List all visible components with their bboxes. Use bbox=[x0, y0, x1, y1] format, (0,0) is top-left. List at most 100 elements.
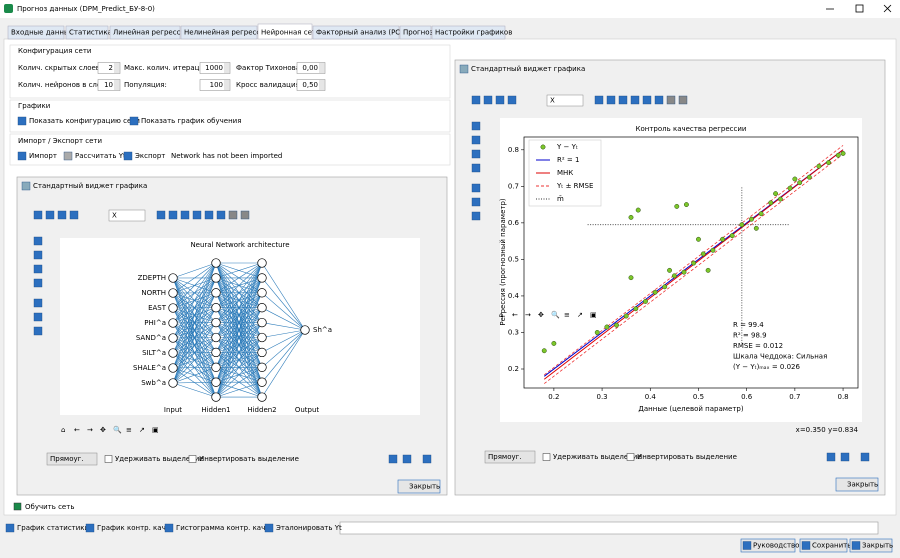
button-label[interactable]: Показать конфигурацию сети bbox=[29, 117, 140, 125]
mpl-tool[interactable]: ▣ bbox=[152, 426, 159, 434]
tab[interactable] bbox=[180, 25, 258, 40]
nn-node bbox=[168, 273, 178, 283]
text-input[interactable] bbox=[339, 521, 879, 535]
tab[interactable] bbox=[312, 25, 400, 40]
mpl-tool[interactable]: ↗ bbox=[139, 426, 145, 434]
spin-arrows[interactable] bbox=[224, 63, 230, 73]
nn-edge bbox=[261, 277, 306, 331]
icon bbox=[654, 95, 664, 105]
icon bbox=[33, 236, 43, 246]
mpl-tool[interactable]: ✥ bbox=[100, 426, 106, 434]
spinbox[interactable] bbox=[296, 62, 326, 74]
spin-arrows[interactable] bbox=[114, 63, 120, 73]
nn-node bbox=[300, 325, 310, 335]
button-label[interactable]: Гистограмма контр. кач. bbox=[176, 524, 267, 532]
close-button[interactable] bbox=[397, 479, 441, 494]
mode-combo[interactable] bbox=[484, 450, 536, 464]
nn-edge bbox=[172, 262, 217, 309]
nn-node bbox=[211, 258, 221, 268]
nn-edge bbox=[261, 329, 306, 398]
x-tick-label: 0.7 bbox=[789, 393, 800, 401]
action-button[interactable] bbox=[799, 538, 848, 553]
point bbox=[594, 330, 600, 335]
mpl-tool[interactable]: ▣ bbox=[590, 311, 597, 319]
mpl-tool[interactable]: ⌂ bbox=[499, 311, 503, 319]
mpl-tool[interactable]: ≡ bbox=[126, 426, 132, 434]
action-button[interactable] bbox=[849, 538, 893, 553]
spin-arrows[interactable] bbox=[224, 80, 230, 90]
mpl-tool[interactable]: 🔍 bbox=[551, 310, 560, 319]
mpl-tool[interactable]: ↗ bbox=[577, 311, 583, 319]
mpl-tool[interactable]: ≡ bbox=[564, 311, 570, 319]
selector[interactable] bbox=[108, 209, 146, 222]
window-controls[interactable] bbox=[826, 4, 892, 13]
point bbox=[662, 284, 668, 290]
icon bbox=[801, 541, 811, 550]
spin-arrows[interactable] bbox=[319, 80, 325, 90]
checkbox[interactable] bbox=[104, 455, 113, 463]
button-label[interactable]: Эталонировать Yt bbox=[276, 524, 342, 532]
nn-node bbox=[257, 288, 267, 298]
selector-value: X bbox=[112, 212, 117, 220]
button-label[interactable]: Показать график обучения bbox=[141, 117, 241, 125]
checkbox[interactable] bbox=[626, 453, 635, 461]
spinbox[interactable] bbox=[296, 79, 326, 91]
spinbox[interactable] bbox=[199, 62, 231, 74]
x-tick-label: 0.2 bbox=[548, 393, 559, 401]
mpl-tool[interactable]: → bbox=[525, 311, 531, 319]
mode-combo[interactable] bbox=[46, 452, 98, 466]
spinbox[interactable] bbox=[97, 62, 121, 74]
annotation: R² = 98.9 bbox=[733, 332, 767, 340]
button-label[interactable]: Рассчитать Yt bbox=[75, 152, 126, 160]
mpl-tool[interactable]: → bbox=[87, 426, 93, 434]
icon bbox=[69, 210, 79, 220]
nn-node bbox=[168, 348, 178, 358]
nn-edge bbox=[215, 262, 263, 279]
tab[interactable] bbox=[109, 25, 181, 40]
spinbox[interactable] bbox=[97, 79, 121, 91]
point bbox=[628, 275, 634, 281]
spinbox[interactable] bbox=[199, 79, 231, 91]
spin-arrows[interactable] bbox=[114, 80, 120, 90]
button-label[interactable]: Экспорт bbox=[135, 152, 165, 160]
mpl-tool[interactable]: 🔍 bbox=[113, 425, 122, 434]
mpl-tool[interactable]: ← bbox=[512, 311, 518, 319]
nn-edge bbox=[261, 322, 306, 331]
spin-arrows[interactable] bbox=[319, 63, 325, 73]
action-button[interactable] bbox=[740, 538, 796, 553]
tab[interactable] bbox=[7, 25, 65, 40]
mpl-tool[interactable]: ← bbox=[74, 426, 80, 434]
nn-node bbox=[211, 392, 221, 402]
button-label[interactable]: График контр. кач. bbox=[97, 524, 168, 532]
tab[interactable] bbox=[257, 23, 313, 40]
button-label[interactable]: Импорт bbox=[29, 152, 57, 160]
annotation: R = 99.4 bbox=[733, 321, 764, 329]
icon bbox=[216, 210, 226, 220]
tab[interactable] bbox=[431, 25, 506, 40]
icon bbox=[33, 312, 43, 322]
input-label: PHI^a bbox=[144, 319, 166, 327]
selector[interactable] bbox=[546, 94, 584, 107]
tab[interactable] bbox=[65, 25, 109, 40]
mpl-tool[interactable]: ⌂ bbox=[61, 426, 65, 434]
checkbox[interactable] bbox=[13, 502, 22, 511]
close-label: Закрыть bbox=[409, 483, 440, 491]
widget-title: Стандартный виджет графика bbox=[471, 65, 585, 73]
button-label[interactable]: График статистики bbox=[17, 524, 89, 532]
icon bbox=[5, 523, 15, 533]
point bbox=[628, 214, 634, 220]
close-button[interactable] bbox=[835, 477, 879, 492]
legend-label: Y − Yₜ bbox=[556, 143, 578, 151]
mpl-tool[interactable]: ✥ bbox=[538, 311, 544, 319]
x-tick-label: 0.4 bbox=[645, 393, 657, 401]
field-label: Макс. колич. итераций: bbox=[124, 64, 211, 72]
tab-label: Линейная регрессия bbox=[113, 29, 189, 37]
x-axis-label: Данные (целевой параметр) bbox=[638, 405, 743, 413]
nn-edge bbox=[215, 337, 263, 398]
nn-edge bbox=[172, 322, 217, 384]
point bbox=[652, 289, 658, 295]
tab[interactable] bbox=[399, 25, 432, 40]
checkbox[interactable] bbox=[542, 453, 551, 461]
checkbox[interactable] bbox=[188, 455, 197, 463]
layer-label: Input bbox=[164, 406, 182, 414]
